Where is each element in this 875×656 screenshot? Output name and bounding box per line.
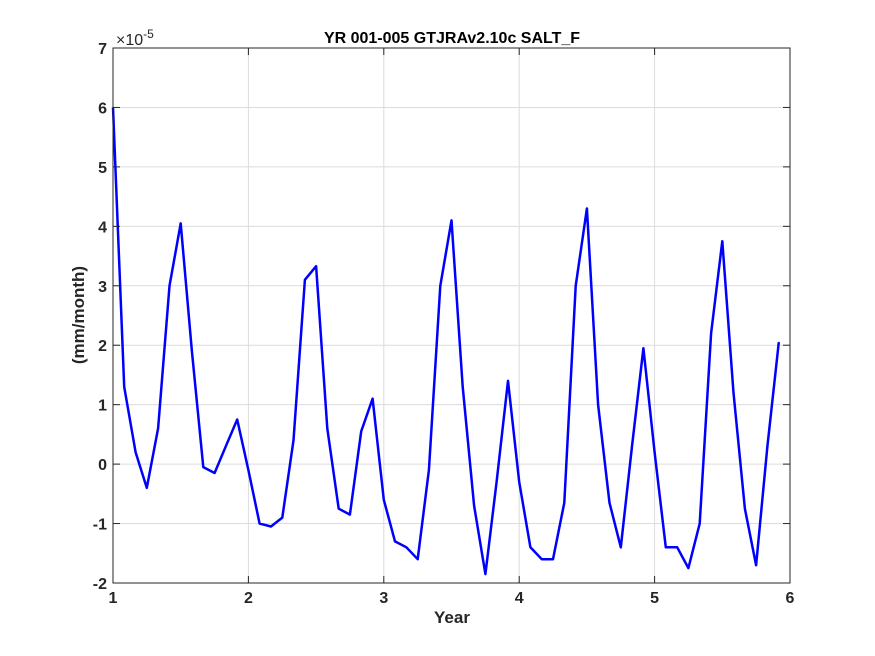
x-tick-label: 2 (244, 590, 253, 607)
data-point (259, 523, 261, 525)
data-point (473, 505, 475, 507)
data-point (135, 451, 137, 453)
data-point (744, 508, 746, 510)
data-point (236, 418, 238, 421)
y-tick-label: 6 (98, 100, 107, 117)
plot-area (113, 48, 790, 583)
data-point (168, 285, 171, 287)
data-point (552, 558, 554, 560)
data-point (405, 546, 407, 548)
series-line (111, 107, 781, 576)
y-exponent-base: ×10 (116, 32, 143, 49)
data-point (631, 445, 633, 447)
x-tick-labels: 1 2 3 4 5 6 (109, 590, 795, 607)
data-point (304, 279, 306, 281)
data-point (710, 332, 712, 334)
data-point (202, 466, 204, 468)
data-point (292, 439, 295, 441)
data-point (687, 567, 690, 569)
tick-marks (112, 47, 791, 584)
x-tick-label: 4 (515, 590, 524, 607)
y-tick-label: 1 (98, 398, 107, 415)
data-point (507, 380, 509, 382)
data-point (180, 222, 182, 224)
y-tick-label: 5 (98, 160, 107, 177)
data-point (665, 546, 667, 548)
y-tick-label: -2 (93, 576, 107, 593)
data-point (563, 502, 565, 504)
data-point (360, 430, 362, 432)
y-tick-label: 0 (98, 457, 107, 474)
data-point (428, 469, 430, 471)
plot-frame (112, 47, 791, 584)
data-point (439, 285, 441, 287)
data-point (450, 219, 453, 221)
data-point (225, 445, 227, 447)
data-point (338, 508, 340, 510)
data-point (642, 347, 645, 349)
data-point (315, 265, 317, 267)
data-point (191, 350, 193, 352)
data-point (417, 558, 419, 560)
data-point (597, 404, 599, 406)
x-axis-label: Year (434, 608, 470, 627)
data-point (496, 481, 498, 483)
data-point (778, 341, 780, 343)
y-tick-label: 7 (98, 41, 107, 58)
y-exponent-label: ×10-5 (116, 27, 154, 49)
data-point (766, 445, 769, 447)
data-point (529, 546, 532, 548)
y-exponent-power: -5 (143, 27, 154, 41)
data-point (372, 398, 374, 400)
y-tick-label: -1 (93, 517, 107, 534)
series-layer (111, 106, 781, 576)
y-tick-label: 2 (98, 338, 107, 355)
data-point (462, 386, 464, 388)
data-point (608, 502, 611, 504)
data-point (383, 499, 385, 501)
data-point (755, 564, 757, 566)
data-point (270, 525, 272, 528)
data-point (732, 392, 735, 394)
chart-title: YR 001-005 GTJRAv2.10c SALT_F (324, 30, 580, 47)
data-point (157, 427, 159, 429)
data-point (518, 481, 520, 483)
x-tick-label: 5 (650, 590, 659, 607)
y-tick-label: 3 (98, 279, 107, 296)
data-point (575, 285, 577, 287)
data-point (654, 451, 656, 453)
data-point (484, 573, 486, 575)
data-point (349, 514, 351, 516)
data-point (721, 240, 723, 242)
data-point (247, 469, 249, 471)
data-point (541, 558, 543, 560)
x-tick-label: 3 (379, 590, 388, 607)
data-point (123, 386, 125, 388)
data-point (281, 517, 283, 519)
data-point (326, 427, 328, 429)
data-point (620, 546, 622, 548)
y-tick-label: 4 (98, 219, 107, 236)
y-tick-labels: -2 -1 0 1 2 3 4 5 6 7 (93, 41, 107, 593)
x-tick-label: 6 (786, 590, 795, 607)
data-point (676, 546, 678, 548)
data-point (394, 540, 396, 543)
y-axis-label: (mm/month) (69, 266, 88, 364)
data-point (586, 207, 588, 210)
x-tick-label: 1 (109, 590, 118, 607)
data-point (214, 472, 216, 474)
data-point (146, 487, 148, 489)
data-point (699, 523, 701, 525)
grid-lines (112, 47, 791, 584)
